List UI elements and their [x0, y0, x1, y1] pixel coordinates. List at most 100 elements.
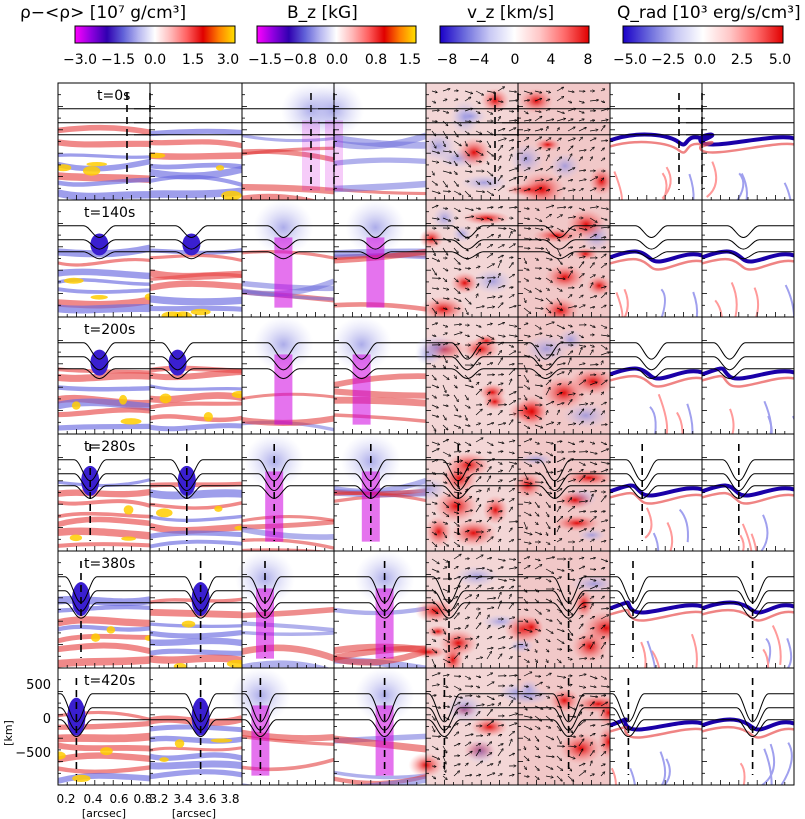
velocity-arrow: [556, 441, 562, 442]
velocity-arrow: [453, 541, 460, 547]
velocity-arrow: [442, 511, 449, 517]
velocity-arrow: [600, 411, 605, 416]
bz-structure: [241, 526, 335, 540]
density-structure: [149, 746, 243, 752]
velocity-arrow: [508, 440, 515, 442]
velocity-arrow: [453, 120, 462, 126]
velocity-arrow: [431, 180, 437, 185]
velocity-arrow: [578, 207, 585, 210]
bz-structure: [241, 757, 335, 772]
velocity-patch: [449, 518, 498, 548]
velocity-arrow: [486, 180, 491, 184]
velocity-arrow: [523, 168, 530, 172]
velocity-arrow: [534, 658, 538, 662]
velocity-arrow: [534, 559, 540, 560]
cb2-tick: 4: [547, 52, 556, 68]
velocity-arrow: [556, 138, 561, 142]
velocity-arrow: [556, 237, 560, 241]
density-peak: [58, 164, 72, 172]
optical-depth-contour: [150, 225, 242, 238]
qrad-structure: [644, 507, 653, 539]
qrad-structure: [678, 508, 689, 543]
velocity-arrow: [508, 488, 515, 493]
velocity-arrow: [464, 520, 471, 523]
velocity-arrow: [534, 441, 539, 444]
velocity-arrow: [556, 157, 562, 162]
velocity-arrow: [578, 150, 586, 151]
velocity-arrow: [453, 237, 459, 241]
panel: [420, 83, 518, 200]
velocity-arrow: [475, 452, 481, 453]
density-structure: [149, 295, 243, 306]
time-label: t=380s: [84, 556, 135, 572]
velocity-arrow: [534, 98, 542, 102]
density-structure: [58, 296, 151, 309]
velocity-arrow: [556, 334, 563, 338]
velocity-arrow: [600, 352, 609, 356]
bz-structure: [241, 630, 335, 636]
velocity-arrow: [464, 625, 468, 630]
velocity-arrow: [508, 507, 512, 513]
velocity-arrow: [464, 268, 470, 269]
velocity-arrow: [600, 227, 610, 228]
velocity-arrow: [486, 488, 489, 493]
velocity-arrow: [442, 267, 448, 271]
panel: [58, 668, 151, 785]
velocity-arrow: [497, 351, 502, 356]
velocity-arrow: [556, 207, 566, 208]
velocity-arrow: [567, 491, 575, 492]
velocity-arrow: [475, 349, 481, 356]
velocity-arrow: [486, 140, 491, 148]
velocity-arrow: [534, 501, 539, 508]
velocity-arrow: [508, 244, 515, 249]
velocity-arrow: [556, 384, 561, 385]
velocity-arrow: [523, 638, 527, 646]
velocity-arrow: [431, 365, 436, 367]
velocity-arrow: [508, 294, 514, 299]
velocity-arrow: [442, 482, 447, 483]
density-peak: [174, 739, 185, 748]
density-structure: [149, 423, 243, 432]
velocity-arrow: [431, 673, 440, 677]
density-peak: [159, 393, 172, 404]
velocity-arrow: [475, 90, 484, 95]
velocity-arrow: [534, 491, 542, 495]
velocity-arrow: [486, 297, 495, 298]
heating-band: [609, 491, 703, 505]
density-structure: [58, 720, 151, 730]
velocity-arrow: [475, 161, 481, 162]
velocity-arrow: [545, 138, 551, 142]
optical-depth-contour: [58, 719, 150, 738]
optical-depth-contour: [334, 602, 426, 619]
panel: [408, 551, 520, 676]
velocity-arrow: [453, 613, 459, 620]
velocity-arrow: [578, 227, 587, 230]
velocity-arrow: [486, 568, 492, 571]
velocity-arrow: [475, 191, 485, 192]
panel: [518, 200, 613, 325]
optical-depth-contour: [518, 473, 610, 492]
velocity-arrow: [442, 638, 450, 642]
y-axis-label: [km]: [2, 720, 15, 746]
density-structure: [149, 489, 243, 500]
velocity-arrow: [508, 579, 515, 580]
velocity-arrow: [497, 116, 500, 122]
velocity-arrow: [442, 217, 451, 221]
density-structure: [58, 177, 151, 187]
velocity-arrow: [431, 384, 439, 388]
velocity-arrow: [534, 345, 539, 347]
velocity-arrow: [600, 541, 606, 542]
velocity-arrow: [523, 609, 528, 610]
velocity-arrow: [567, 459, 573, 463]
density-structure: [149, 481, 243, 488]
velocity-arrow: [534, 227, 543, 230]
velocity-arrow: [486, 323, 492, 325]
velocity-arrow: [475, 382, 479, 386]
colorbar-density: [74, 25, 236, 44]
velocity-arrow: [534, 564, 542, 570]
velocity-arrow: [508, 452, 514, 453]
velocity-patch: [450, 271, 479, 295]
density-structure: [149, 637, 243, 647]
velocity-arrow: [578, 409, 584, 416]
velocity-arrow: [567, 247, 573, 248]
